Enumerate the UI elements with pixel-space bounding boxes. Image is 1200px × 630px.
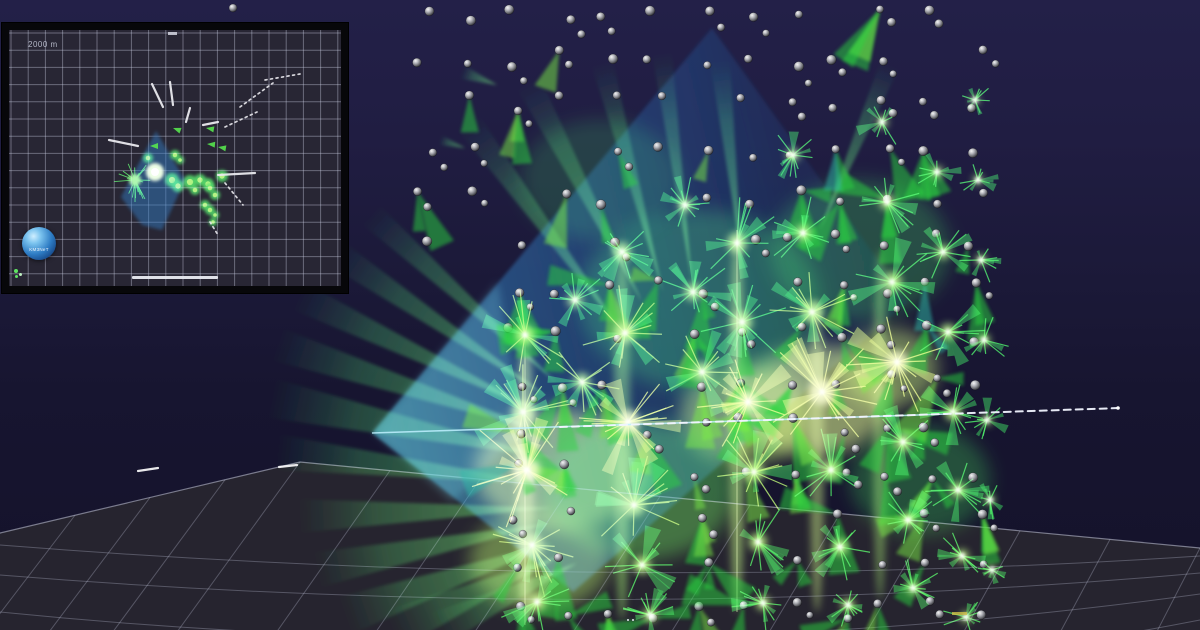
minimap-grid bbox=[9, 30, 341, 286]
minimap-overlay[interactable]: 2000 m KM3NeT bbox=[2, 23, 348, 293]
hit-bursts bbox=[471, 87, 1009, 630]
floor-edge-highlights bbox=[136, 463, 299, 473]
floor-annotation-mark bbox=[952, 612, 967, 615]
minimap-top-tick bbox=[168, 32, 177, 35]
floor-tiny-ticks bbox=[627, 619, 639, 622]
scale-label: 2000 m bbox=[28, 40, 58, 49]
minimap-scene bbox=[9, 30, 341, 286]
scale-bar bbox=[132, 276, 218, 279]
corner-sparkle-icon bbox=[12, 267, 24, 279]
minimap-hit-bursts bbox=[114, 150, 228, 226]
particle-track bbox=[371, 406, 1121, 434]
km3net-logo: KM3NeT bbox=[22, 227, 56, 260]
minimap-tracks bbox=[107, 73, 301, 236]
logo-text: KM3NeT bbox=[29, 247, 49, 252]
sensor-sphere-array bbox=[228, 3, 1001, 630]
